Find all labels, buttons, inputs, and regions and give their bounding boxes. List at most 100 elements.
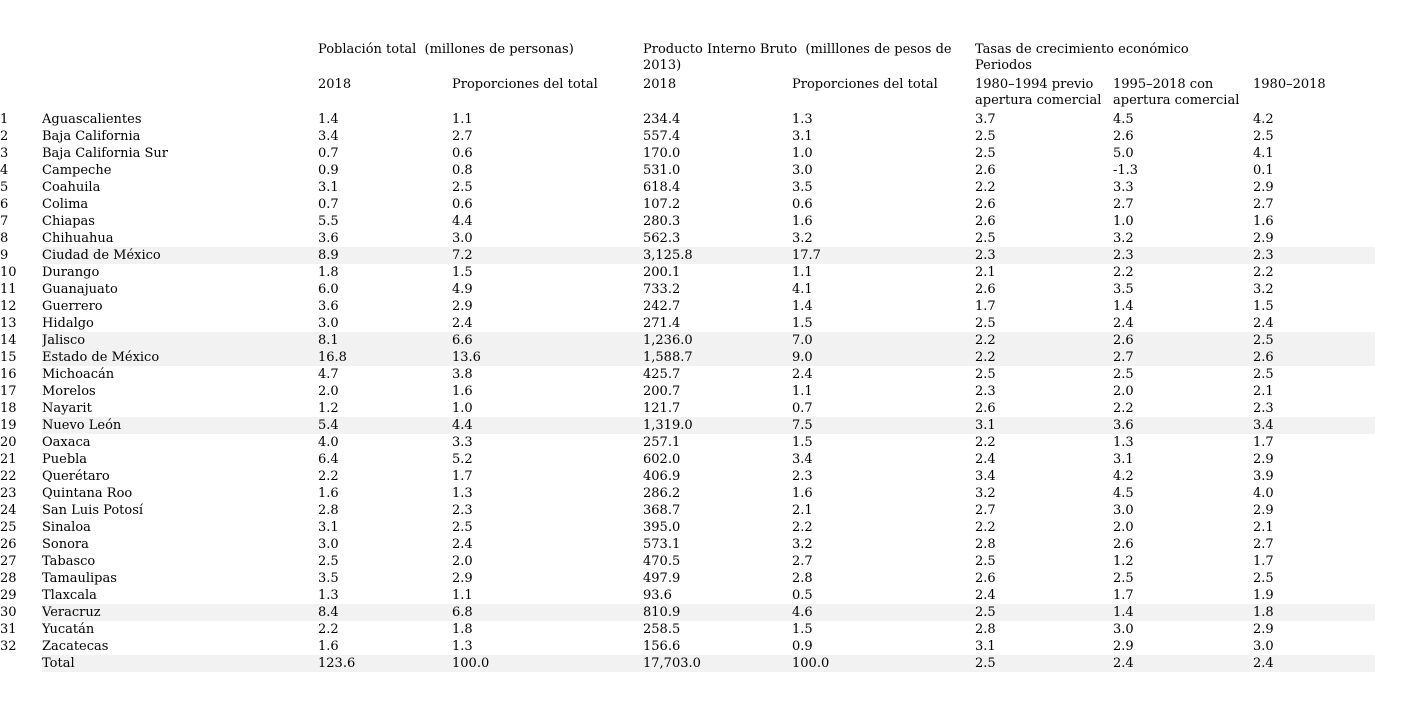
table-row: 29 Tlaxcala 1.3 1.1 93.6 0.5 2.4 1.7 1.9	[0, 587, 1375, 604]
growth-1980-1994: 1.7	[975, 299, 996, 314]
growth-1980-1994: 2.5	[975, 367, 996, 382]
row-number: 24	[0, 503, 17, 518]
table-row: 30 Veracruz 8.4 6.8 810.9 4.6 2.5 1.4 1.8	[0, 604, 1375, 621]
growth-1980-1994: 2.6	[975, 401, 996, 416]
gdp-share: 1.5	[792, 316, 813, 331]
gdp-share: 2.2	[792, 520, 813, 535]
sub-header-row: 2018 Proporciones del total 2018 Proporc…	[0, 77, 1375, 111]
row-number: 16	[0, 367, 17, 382]
growth-1995-2018: 5.0	[1113, 146, 1134, 161]
table-row: 24 San Luis Potosí 2.8 2.3 368.7 2.1 2.7 3.0 2.9	[0, 502, 1375, 519]
state-name: Puebla	[42, 452, 88, 467]
growth-1995-2018: 2.4	[1113, 655, 1253, 672]
growth-1980-1994: 3.1	[975, 639, 996, 654]
header-empty-corner	[0, 0, 318, 77]
growth-1980-1994: 2.5	[975, 231, 996, 246]
growth-1980-1994: 2.6	[975, 571, 996, 586]
state-name: Jalisco	[42, 332, 318, 349]
growth-1995-2018: 3.2	[1113, 231, 1134, 246]
gdp-2018: 156.6	[643, 639, 681, 654]
growth-1995-2018: 2.6	[1113, 537, 1134, 552]
growth-1995-2018: -1.3	[1113, 163, 1139, 178]
gdp-share: 1.5	[792, 622, 813, 637]
gdp-share: 2.1	[792, 503, 813, 518]
state-name: Ciudad de México	[42, 247, 318, 264]
growth-1995-2018: 1.3	[1113, 435, 1134, 450]
table-row: 32 Zacatecas 1.6 1.3 156.6 0.9 3.1 2.9 3.0	[0, 638, 1375, 655]
population-2018: 6.4	[318, 452, 339, 467]
row-number: 8	[0, 231, 9, 246]
header-period-1995-2018: 1995–2018 con apertura comercial	[1113, 77, 1240, 108]
growth-1995-2018: 2.7	[1113, 197, 1134, 212]
state-name: Aguascalientes	[42, 112, 142, 127]
growth-1980-1994: 2.2	[975, 349, 1113, 366]
row-number: 5	[0, 180, 9, 195]
table-row: 13 Hidalgo 3.0 2.4 271.4 1.5 2.5 2.4 2.4	[0, 315, 1375, 332]
gdp-share: 3.2	[792, 537, 813, 552]
population-2018: 5.5	[318, 214, 339, 229]
growth-1995-2018: 2.5	[1113, 571, 1134, 586]
gdp-2018: 107.2	[643, 197, 681, 212]
row-number: 19	[0, 417, 42, 434]
row-number: 32	[0, 639, 17, 654]
state-name: Baja California Sur	[42, 146, 168, 161]
gdp-2018: 557.4	[643, 129, 681, 144]
gdp-2018: 286.2	[643, 486, 681, 501]
population-share: 6.8	[452, 604, 643, 621]
state-name: Baja California	[42, 129, 141, 144]
growth-1980-2018: 3.2	[1253, 282, 1274, 297]
population-share: 0.6	[452, 146, 473, 161]
population-share: 4.4	[452, 214, 473, 229]
growth-1995-2018: 2.0	[1113, 520, 1134, 535]
growth-1980-2018: 2.6	[1253, 349, 1375, 366]
population-share: 0.6	[452, 197, 473, 212]
table-row: 23 Quintana Roo 1.6 1.3 286.2 1.6 3.2 4.5 4.0	[0, 485, 1375, 502]
population-2018: 8.9	[318, 247, 452, 264]
gdp-share: 3.2	[792, 231, 813, 246]
gdp-2018: 573.1	[643, 537, 681, 552]
row-number: 15	[0, 349, 42, 366]
gdp-2018: 17,703.0	[643, 655, 792, 672]
row-number: 30	[0, 604, 42, 621]
row-number: 12	[0, 299, 17, 314]
population-2018: 3.6	[318, 299, 339, 314]
table-row: 17 Morelos 2.0 1.6 200.7 1.1 2.3 2.0 2.1	[0, 383, 1375, 400]
gdp-2018: 200.7	[643, 384, 681, 399]
growth-1995-2018: 4.2	[1113, 469, 1134, 484]
growth-1980-2018: 2.9	[1253, 452, 1274, 467]
group-header-row: Población total (millones de personas) P…	[0, 0, 1375, 77]
growth-1980-1994: 2.3	[975, 247, 1113, 264]
growth-1995-2018: 3.1	[1113, 452, 1134, 467]
population-2018: 3.4	[318, 129, 339, 144]
population-share: 2.5	[452, 520, 473, 535]
growth-1980-1994: 2.7	[975, 503, 996, 518]
state-name: Coahuila	[42, 180, 101, 195]
state-name: Guerrero	[42, 299, 103, 314]
gdp-share: 3.1	[792, 129, 813, 144]
population-2018: 3.6	[318, 231, 339, 246]
growth-1980-2018: 1.7	[1253, 435, 1274, 450]
state-name: Querétaro	[42, 469, 110, 484]
gdp-2018: 497.9	[643, 571, 681, 586]
growth-1980-1994: 2.5	[975, 554, 996, 569]
growth-1995-2018: 2.3	[1113, 247, 1253, 264]
population-share: 2.0	[452, 554, 473, 569]
growth-1980-1994: 2.2	[975, 520, 996, 535]
growth-1980-2018: 2.3	[1253, 247, 1375, 264]
table-row: 11 Guanajuato 6.0 4.9 733.2 4.1 2.6 3.5 3.2	[0, 281, 1375, 298]
state-name: Estado de México	[42, 349, 318, 366]
gdp-2018: 280.3	[643, 214, 681, 229]
population-2018: 4.7	[318, 367, 339, 382]
growth-1980-1994: 2.4	[975, 452, 996, 467]
population-share: 1.7	[452, 469, 473, 484]
population-share: 2.3	[452, 503, 473, 518]
header-poblacion-group: Población total (millones de personas)	[318, 42, 574, 57]
state-name: Tabasco	[42, 554, 96, 569]
state-name: Oaxaca	[42, 435, 91, 450]
row-number: 21	[0, 452, 17, 467]
population-share: 2.7	[452, 129, 473, 144]
gdp-2018: 531.0	[643, 163, 681, 178]
state-name: Chihuahua	[42, 231, 114, 246]
population-2018: 2.0	[318, 384, 339, 399]
state-name: Morelos	[42, 384, 96, 399]
